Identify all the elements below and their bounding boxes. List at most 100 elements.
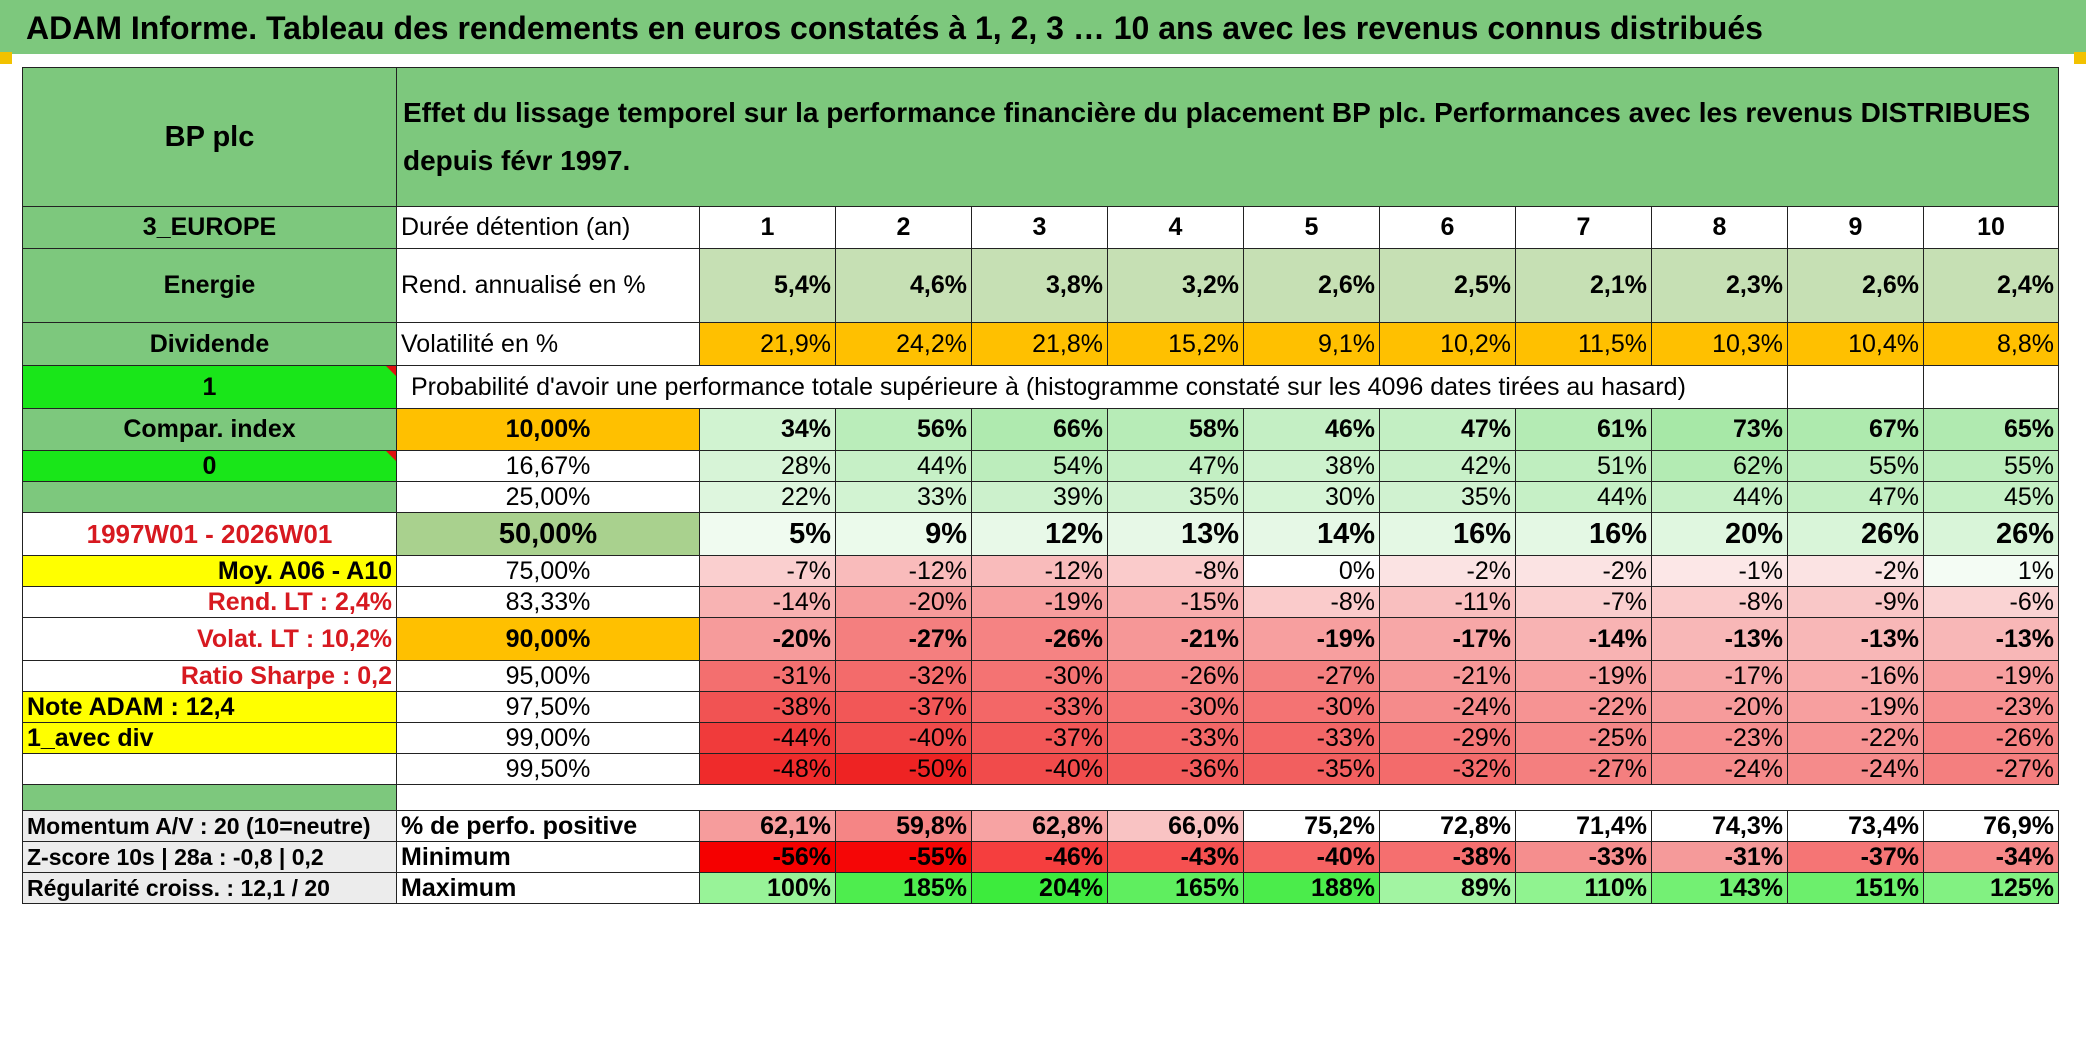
probability-cell: -2% — [1787, 555, 1924, 587]
probability-cell: -6% — [1923, 586, 2059, 618]
mode-label: 1_avec div — [22, 722, 397, 754]
probability-cell: 47% — [1787, 481, 1924, 513]
vol-label: Volatilité en % — [396, 322, 700, 366]
moy-label: Moy. A06 - A10 — [22, 555, 397, 587]
pct-positive-cell: 75,2% — [1243, 810, 1380, 842]
probability-row: 1997W01 - 2026W01 50,00% 5% 9% 12% 13% 14% 16% 1… — [22, 512, 2059, 556]
probability-row: 0 16,67% 28% 44% 54% 47% 38% 42% 51% 62% 55% 55% — [22, 450, 2059, 482]
probability-cell: 66% — [971, 408, 1108, 451]
pct-positive-cell: 62,1% — [699, 810, 836, 842]
probability-cell: -19% — [1787, 691, 1924, 723]
probability-cell: 47% — [1107, 450, 1244, 482]
year-3-header: 3 — [971, 206, 1108, 249]
maximum-cell: 110% — [1515, 872, 1652, 904]
probability-cell: 35% — [1379, 481, 1516, 513]
vol-cell: 11,5% — [1515, 322, 1652, 366]
probability-cell: -13% — [1923, 617, 2059, 661]
probability-cell: -26% — [1107, 660, 1244, 692]
probability-cell: -40% — [971, 753, 1108, 785]
probability-row: Compar. index 10,00% 34% 56% 66% 58% 46% 47% 61%… — [22, 408, 2059, 451]
year-10-header: 10 — [1923, 206, 2059, 249]
probability-title: Probabilité d'avoir une performance tota… — [396, 365, 1788, 409]
probability-cell: 12% — [971, 512, 1108, 556]
probability-cell: -32% — [835, 660, 972, 692]
probability-cell: 55% — [1787, 450, 1924, 482]
maximum-cell: 204% — [971, 872, 1108, 904]
probability-cell: 28% — [699, 450, 836, 482]
probability-cell: -19% — [1923, 660, 2059, 692]
selector-1-cell[interactable]: 1 — [22, 365, 397, 409]
year-6-header: 6 — [1379, 206, 1516, 249]
pct-positive-cell: 76,9% — [1923, 810, 2059, 842]
minimum-label: Minimum — [396, 841, 700, 873]
probability-cell: -20% — [699, 617, 836, 661]
maximum-cell: 165% — [1107, 872, 1244, 904]
income-type-label: Dividende — [22, 322, 397, 366]
vol-cell: 21,9% — [699, 322, 836, 366]
regularite-label: Régularité croiss. : 12,1 / 20 — [22, 872, 397, 904]
empty-cell — [1923, 365, 2059, 409]
probability-cell: -37% — [971, 722, 1108, 754]
probability-cell: -14% — [699, 586, 836, 618]
probability-cell: -12% — [835, 555, 972, 587]
duration-label: Durée détention (an) — [396, 206, 700, 249]
probability-cell: -24% — [1379, 691, 1516, 723]
probability-cell: -23% — [1923, 691, 2059, 723]
probability-cell: -21% — [1379, 660, 1516, 692]
probability-cell: -40% — [835, 722, 972, 754]
rend-cell: 5,4% — [699, 248, 836, 323]
probability-cell: -24% — [1651, 753, 1788, 785]
probability-cell: -2% — [1379, 555, 1516, 587]
probability-cell: -19% — [971, 586, 1108, 618]
probability-row: Ratio Sharpe : 0,2 95,00% -31% -32% -30% -26%… — [22, 660, 2059, 692]
probability-cell: 39% — [971, 481, 1108, 513]
spacer-cell — [397, 785, 2059, 811]
threshold-cell: 90,00% — [396, 617, 700, 661]
probability-row: Note ADAM : 12,4 97,50% -38% -37% -33% -30% -3… — [22, 691, 2059, 723]
probability-cell: 62% — [1651, 450, 1788, 482]
probability-cell: -14% — [1515, 617, 1652, 661]
probability-cell: 45% — [1923, 481, 2059, 513]
minimum-cell: -43% — [1107, 841, 1244, 873]
selector-2-cell[interactable]: 0 — [22, 450, 397, 482]
minimum-cell: -37% — [1787, 841, 1924, 873]
stats-row: Régularité croiss. : 12,1 / 20 Maximum 100… — [22, 872, 2059, 904]
probability-cell: -20% — [835, 586, 972, 618]
minimum-cell: -46% — [971, 841, 1108, 873]
pct-positive-cell: 74,3% — [1651, 810, 1788, 842]
threshold-cell: 99,50% — [396, 753, 700, 785]
probability-cell: -17% — [1651, 660, 1788, 692]
minimum-cell: -33% — [1515, 841, 1652, 873]
probability-cell: -26% — [971, 617, 1108, 661]
year-8-header: 8 — [1651, 206, 1788, 249]
probability-cell: 67% — [1787, 408, 1924, 451]
maximum-cell: 89% — [1379, 872, 1516, 904]
probability-cell: -25% — [1515, 722, 1652, 754]
threshold-cell: 95,00% — [396, 660, 700, 692]
rend-cell: 2,1% — [1515, 248, 1652, 323]
threshold-cell: 25,00% — [396, 481, 700, 513]
vol-cell: 8,8% — [1923, 322, 2059, 366]
maximum-cell: 188% — [1243, 872, 1380, 904]
maximum-cell: 100% — [699, 872, 836, 904]
probability-cell: -30% — [1243, 691, 1380, 723]
probability-row: Rend. LT : 2,4% 83,33% -14% -20% -19% -15% -8%… — [22, 586, 2059, 618]
probability-row: Moy. A06 - A10 75,00% -7% -12% -12% -8% 0% -2% -… — [22, 555, 2059, 587]
vol-cell: 15,2% — [1107, 322, 1244, 366]
probability-cell: 14% — [1243, 512, 1380, 556]
year-4-header: 4 — [1107, 206, 1244, 249]
threshold-cell: 83,33% — [396, 586, 700, 618]
rend-cell: 2,5% — [1379, 248, 1516, 323]
performance-table: BP plc Effet du lissage temporel sur la … — [22, 67, 2059, 904]
probability-cell: -44% — [699, 722, 836, 754]
probability-row: 25,00% 22% 33% 39% 35% 30% 35% 44% 44% 47% 45% — [22, 481, 2059, 513]
momentum-label: Momentum A/V : 20 (10=neutre) — [22, 810, 397, 842]
probability-cell: -36% — [1107, 753, 1244, 785]
probability-cell: -23% — [1651, 722, 1788, 754]
probability-cell: 33% — [835, 481, 972, 513]
probability-cell: 5% — [699, 512, 836, 556]
region-label: 3_EUROPE — [22, 206, 397, 249]
probability-cell: -29% — [1379, 722, 1516, 754]
probability-cell: 55% — [1923, 450, 2059, 482]
asset-name: BP plc — [22, 67, 397, 207]
